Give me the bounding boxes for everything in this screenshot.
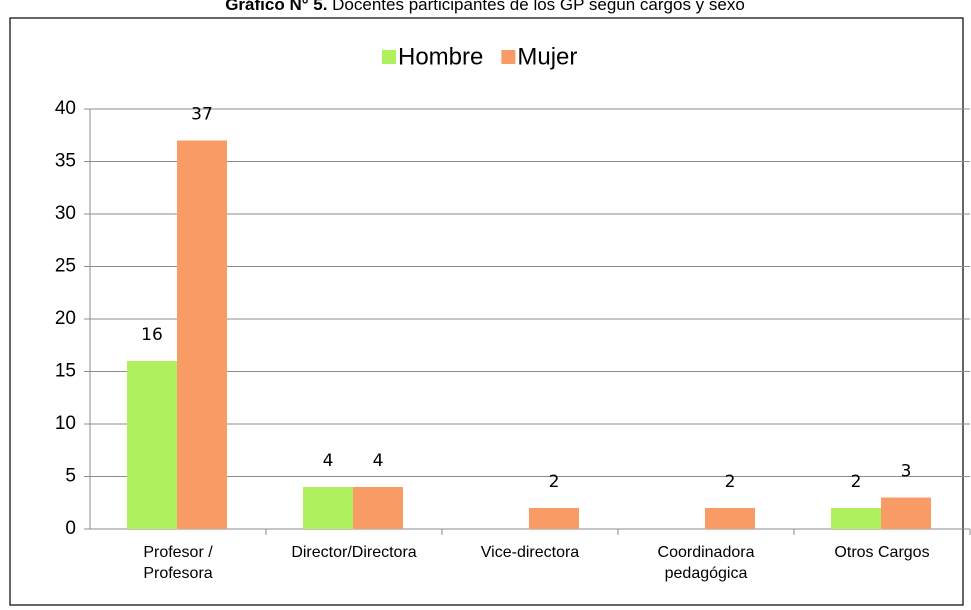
title-text: Docentes participantes de los GP según c… <box>332 0 745 14</box>
bar <box>831 508 881 529</box>
value-label: 37 <box>191 105 213 125</box>
x-tick-label: Profesora <box>143 565 212 582</box>
value-label: 2 <box>549 472 560 492</box>
y-tick-label: 30 <box>55 203 76 224</box>
bar <box>303 487 353 529</box>
legend-swatch <box>382 50 396 64</box>
legend-label: Mujer <box>517 43 577 70</box>
x-tick-label: Profesor / <box>143 544 213 561</box>
chart-title: Gráfico N° 5. Docentes participantes de … <box>225 0 745 14</box>
value-label: 2 <box>725 472 736 492</box>
x-tick-label: Vice-directora <box>481 544 580 561</box>
bar <box>177 140 227 529</box>
y-tick-label: 5 <box>65 466 76 487</box>
title-label: Gráfico N° 5. <box>225 0 327 14</box>
y-tick-label: 35 <box>55 151 76 172</box>
value-label: 16 <box>141 325 163 345</box>
x-tick-label: Coordinadora <box>658 544 755 561</box>
y-tick-label: 25 <box>55 256 76 277</box>
bar <box>705 508 755 529</box>
y-tick-label: 10 <box>55 413 76 434</box>
value-label: 2 <box>851 472 862 492</box>
x-tick-label: pedagógica <box>665 565 748 582</box>
y-tick-label: 40 <box>55 98 76 119</box>
bar <box>127 361 177 529</box>
y-tick-label: 0 <box>65 518 76 539</box>
y-tick-label: 15 <box>55 361 76 382</box>
value-label: 3 <box>901 462 912 482</box>
legend-label: Hombre <box>398 43 483 70</box>
value-label: 4 <box>323 451 334 471</box>
bar <box>881 497 931 529</box>
legend-swatch <box>501 50 516 64</box>
value-label: 4 <box>373 451 384 471</box>
chart-border <box>9 17 964 606</box>
y-tick-label: 20 <box>55 308 76 329</box>
x-tick-label: Otros Cargos <box>834 544 929 561</box>
bar <box>529 508 579 529</box>
x-tick-label: Director/Directora <box>291 544 416 561</box>
bar <box>353 487 403 529</box>
